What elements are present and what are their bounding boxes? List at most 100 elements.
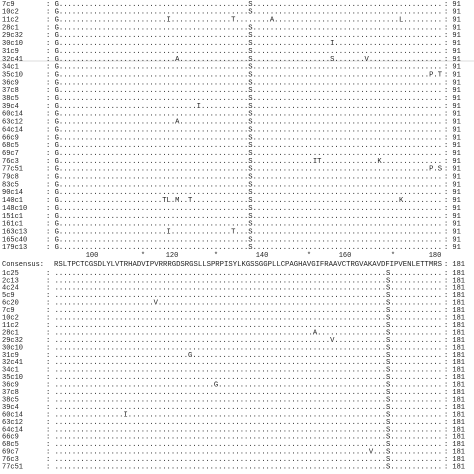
- sequence: : ......................................…: [46, 344, 442, 352]
- row-end: : 91: [444, 119, 461, 127]
- sequence: : ......................................…: [46, 367, 442, 375]
- row-label: 66c9: [2, 134, 19, 142]
- row-label: 76c3: [2, 158, 19, 166]
- row-end: : 181: [444, 404, 465, 412]
- row-label: 11c2: [2, 17, 19, 25]
- row-label: 148c10: [2, 205, 27, 213]
- row-label: 68c5: [2, 142, 19, 150]
- ruler-mark: *: [214, 252, 218, 260]
- row-label: 34c1: [2, 367, 19, 375]
- row-end: : 181: [444, 315, 465, 323]
- ruler-mark: 180: [429, 252, 442, 260]
- row-label: 63c12: [2, 419, 23, 427]
- sequence: : ......................................…: [46, 464, 442, 472]
- sequence: : G.....................................…: [46, 79, 442, 87]
- consensus-sequence: RSLTPCTCGSDLYLVTRHADVIPVRRRGDSRGSLLSPRPI…: [54, 261, 442, 269]
- row-label: 64c14: [2, 426, 23, 434]
- sequence: : G.....................................…: [46, 71, 442, 79]
- row-end: : 91: [444, 134, 461, 142]
- row-end: : 181: [444, 322, 465, 330]
- row-label: 77c51: [2, 166, 23, 174]
- sequence: : G.....................................…: [46, 40, 442, 48]
- sequence: : ......................................…: [46, 426, 442, 434]
- sequence: : G...........................A.........…: [46, 119, 442, 127]
- row-end: : 181: [444, 464, 465, 472]
- sequence: : G.........................I...........…: [46, 228, 442, 236]
- sequence: : G.....................................…: [46, 221, 442, 229]
- sequence: : ...............................G......…: [46, 352, 442, 360]
- row-label: 63c12: [2, 119, 23, 127]
- row-end: : 91: [444, 244, 461, 252]
- row-label: 38c5: [2, 396, 19, 404]
- sequence: : G.....................................…: [46, 244, 442, 252]
- sequence: : ......................................…: [46, 315, 442, 323]
- row-end: : 181: [444, 389, 465, 397]
- sequence: : G.....................................…: [46, 24, 442, 32]
- row-label: 37c8: [2, 389, 19, 397]
- row-end: : 181: [444, 374, 465, 382]
- row-end: : 91: [444, 79, 461, 87]
- row-end: : 181: [444, 359, 465, 367]
- sequence: : G.....................................…: [46, 126, 442, 134]
- sequence: : ......................................…: [46, 322, 442, 330]
- row-end: : 181: [444, 307, 465, 315]
- sequence: : G.....................................…: [46, 64, 442, 72]
- ruler-mark: *: [141, 252, 145, 260]
- row-end: : 91: [444, 9, 461, 17]
- row-end: : 91: [444, 17, 461, 25]
- sequence: : G.....................................…: [46, 134, 442, 142]
- row-end: : 181: [444, 426, 465, 434]
- row-end: : 91: [444, 95, 461, 103]
- row-label: 37c8: [2, 87, 19, 95]
- row-label: 28c1: [2, 329, 19, 337]
- row-end: : 91: [444, 111, 461, 119]
- sequence: : G.....................................…: [46, 9, 442, 17]
- sequence: : G.....................................…: [46, 150, 442, 158]
- row-end: : 91: [444, 103, 461, 111]
- row-label: 2c13: [2, 277, 19, 285]
- row-end: : 181: [444, 285, 465, 293]
- sequence: : ......................................…: [46, 270, 442, 278]
- row-end: : 91: [444, 150, 461, 158]
- row-label: 29c32: [2, 32, 23, 40]
- sequence: : ......................................…: [46, 285, 442, 293]
- row-end: : 181: [444, 329, 465, 337]
- row-end: : 91: [444, 166, 461, 174]
- row-label: 77c51: [2, 464, 23, 472]
- row-label: 165c40: [2, 236, 27, 244]
- row-label: 39c4: [2, 404, 19, 412]
- row-label: 79c8: [2, 174, 19, 182]
- sequence: : G.....................................…: [46, 181, 442, 189]
- sequence: : .......................V..............…: [46, 300, 442, 308]
- row-end: : 181: [444, 456, 465, 464]
- ruler-mark: *: [391, 252, 395, 260]
- sequence: : ......................................…: [46, 441, 442, 449]
- row-label: 66c9: [2, 434, 19, 442]
- row-end: : 181: [444, 382, 465, 390]
- row-end: : 181: [444, 396, 465, 404]
- row-label: 35c10: [2, 374, 23, 382]
- row-label: 36c9: [2, 79, 19, 87]
- sequence: : G........................TL.M..T......…: [46, 197, 442, 205]
- sequence: : ......................................…: [46, 419, 442, 427]
- sequence: : G...........................A.........…: [46, 56, 442, 64]
- row-label: 6c20: [2, 300, 19, 308]
- row-end: : 181: [444, 367, 465, 375]
- sequence: : G................................I....…: [46, 103, 442, 111]
- row-end: : 181: [444, 441, 465, 449]
- sequence: : G.....................................…: [46, 32, 442, 40]
- row-label: 60c14: [2, 411, 23, 419]
- row-label: 163c13: [2, 228, 27, 236]
- row-end: : 181: [444, 292, 465, 300]
- row-end: : 181: [444, 270, 465, 278]
- sequence: : G.....................................…: [46, 158, 442, 166]
- row-label: 60c14: [2, 111, 23, 119]
- row-end: : 181: [444, 300, 465, 308]
- row-end: : 181: [444, 449, 465, 457]
- row-end: : 181: [444, 337, 465, 345]
- row-label: 34c1: [2, 64, 19, 72]
- row-end: : 181: [444, 344, 465, 352]
- sequence: : G.....................................…: [46, 48, 442, 56]
- sequence: : G.....................................…: [46, 142, 442, 150]
- sequence: : ................I.....................…: [46, 411, 442, 419]
